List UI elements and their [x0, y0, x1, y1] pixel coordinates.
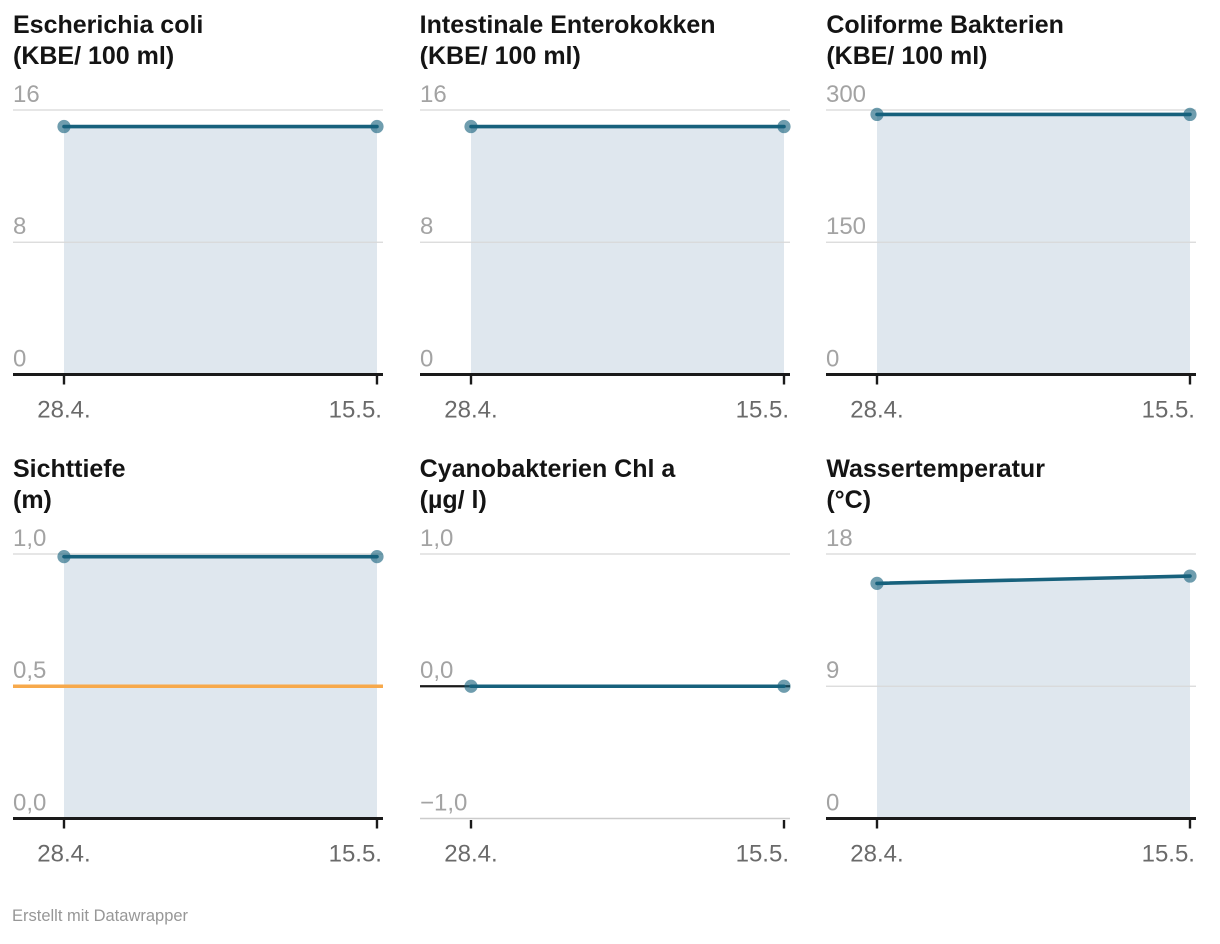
- y-axis-tick-label: 16: [13, 81, 40, 108]
- chart-title-text: Coliforme Bakterien: [826, 11, 1064, 39]
- x-axis-tick-label: 15.5.: [329, 840, 382, 867]
- y-axis-tick-label: 16: [420, 81, 447, 108]
- x-axis-tick-label: 28.4.: [444, 841, 497, 868]
- chart-title-text: Escherichia coli: [13, 11, 204, 39]
- y-axis-tick-label: 18: [826, 525, 853, 552]
- y-axis-tick-label: 150: [826, 213, 866, 240]
- chart-tile-wassertemperatur: 0 9 18 28.4. 15.5. Wassertemperatur (°C): [813, 444, 1220, 888]
- area-fill: [877, 576, 1191, 819]
- y-axis-tick-label: 1,0: [420, 525, 453, 552]
- y-axis-tick-label: 0: [420, 346, 433, 373]
- data-point-marker[interactable]: [464, 679, 478, 693]
- chart-title: Wassertemperatur (°C): [826, 454, 1045, 516]
- x-axis-tick-label: 15.5.: [1142, 396, 1195, 423]
- chart-title: Escherichia coli (KBE/ 100 ml): [13, 10, 203, 72]
- datawrapper-attribution-link[interactable]: Erstellt mit Datawrapper: [12, 907, 189, 925]
- data-point-marker[interactable]: [777, 119, 791, 134]
- y-axis-tick-label: 0: [826, 789, 839, 816]
- x-axis-tick-label: 28.4.: [37, 840, 90, 867]
- chart-title-text: Cyanobakterien Chl a: [419, 455, 676, 483]
- y-axis-tick-label: −1,0: [420, 790, 467, 817]
- y-axis-tick-label: 0: [826, 345, 839, 372]
- chart-title-text: Intestinale Enterokokken: [419, 11, 716, 39]
- x-axis-tick-label: 15.5.: [329, 396, 382, 423]
- data-point-marker[interactable]: [870, 107, 884, 122]
- x-axis-tick-label: 15.5.: [735, 397, 788, 424]
- area-fill: [877, 114, 1191, 375]
- line-chart-cyanobakterien: −1,0 0,0 1,0 28.4. 15.5.: [419, 525, 791, 868]
- line-chart-escherichia-coli: 0 8 16 28.4. 15.5.: [12, 81, 384, 424]
- y-axis-tick-label: 300: [826, 81, 866, 108]
- line-chart-coliforme-bakterien: 0 150 300 28.4. 15.5.: [826, 81, 1197, 424]
- y-axis-tick-label: 8: [420, 213, 433, 240]
- data-point-marker[interactable]: [370, 119, 384, 134]
- chart-title-text: Sichttiefe: [13, 455, 126, 483]
- chart-title: Sichttiefe (m): [13, 454, 126, 516]
- y-axis-tick-label: 0,0: [13, 789, 46, 816]
- chart-tile-sichttiefe: 0,0 0,5 1,0 28.4. 15.5. Sichttiefe (m): [0, 444, 407, 888]
- data-point-marker[interactable]: [870, 576, 884, 590]
- x-axis-tick-label: 15.5.: [735, 841, 788, 868]
- x-axis-tick-label: 28.4.: [851, 396, 904, 423]
- y-axis-tick-label: 8: [13, 213, 26, 240]
- x-axis-tick-label: 28.4.: [851, 840, 904, 867]
- chart-unit-text: (m): [13, 486, 52, 514]
- chart-tile-cyanobakterien: −1,0 0,0 1,0 28.4. 15.5. Cyanobakterien Chl …: [407, 444, 814, 888]
- chart-unit-text: (KBE/ 100 ml): [419, 42, 581, 70]
- line-chart-wassertemperatur: 0 9 18 28.4. 15.5.: [826, 525, 1197, 868]
- chart-tile-escherichia-coli: 0 8 16 28.4. 15.5. Escherichia coli (KBE/ 10…: [0, 0, 407, 444]
- line-chart-sichttiefe: 0,0 0,5 1,0 28.4. 15.5.: [12, 525, 384, 868]
- y-axis-tick-label: 0: [13, 345, 26, 372]
- area-fill: [63, 126, 377, 375]
- chart-title-text: Wassertemperatur: [826, 455, 1045, 483]
- chart-title: Cyanobakterien Chl a (µg/ l): [420, 454, 676, 516]
- chart-tile-coliforme-bakterien: 0 150 300 28.4. 15.5. Coliforme Bakterien (K…: [813, 0, 1220, 444]
- y-axis-tick-label: 0,5: [13, 657, 46, 684]
- chart-title: Intestinale Enterokokken (KBE/ 100 ml): [420, 10, 716, 72]
- data-point-marker[interactable]: [464, 119, 478, 134]
- chart-tile-intestinale-enterokokken: 0 8 16 28.4. 15.5. Intestinale Enterokokken …: [407, 0, 814, 444]
- y-axis-tick-label: 9: [826, 657, 839, 684]
- data-point-marker[interactable]: [370, 550, 384, 564]
- chart-unit-text: (KBE/ 100 ml): [13, 42, 175, 70]
- chart-unit-text: (KBE/ 100 ml): [826, 42, 988, 70]
- data-point-marker[interactable]: [1183, 569, 1197, 583]
- chart-title: Coliforme Bakterien (KBE/ 100 ml): [826, 10, 1064, 72]
- chart-unit-text: (°C): [826, 486, 872, 514]
- x-axis-tick-label: 15.5.: [1142, 840, 1195, 867]
- data-line: [875, 574, 1193, 586]
- x-axis-tick-label: 28.4.: [37, 396, 90, 423]
- x-axis-tick-label: 28.4.: [444, 397, 497, 424]
- data-point-marker[interactable]: [57, 550, 71, 564]
- y-axis-tick-label: 0,0: [420, 657, 453, 684]
- chart-unit-text: (µg/ l): [419, 486, 487, 514]
- line-chart-intestinale-enterokokken: 0 8 16 28.4. 15.5.: [419, 81, 791, 424]
- data-point-marker[interactable]: [777, 679, 791, 693]
- data-point-marker[interactable]: [57, 119, 71, 134]
- small-multiples-grid: 0 8 16 28.4. 15.5. Escherichia coli (KBE/ 10…: [0, 0, 1220, 888]
- area-fill: [470, 126, 784, 375]
- y-axis-tick-label: 1,0: [13, 525, 46, 552]
- data-point-marker[interactable]: [1183, 107, 1197, 122]
